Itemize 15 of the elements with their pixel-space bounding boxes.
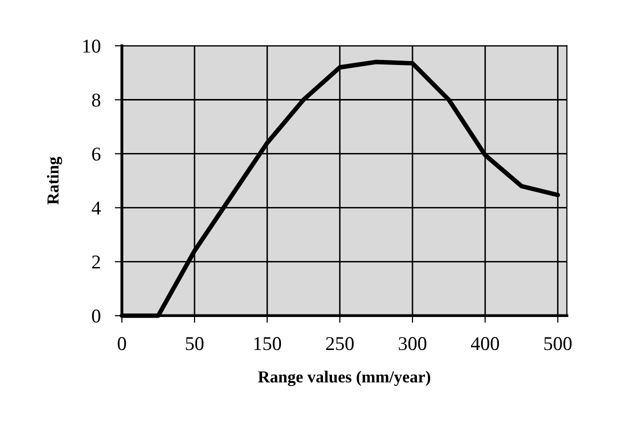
y-axis-title: Rating (46, 156, 62, 205)
x-tick-label: 250 (326, 337, 354, 350)
x-tick-label: 50 (186, 337, 204, 350)
x-tick-label: 500 (544, 337, 572, 350)
x-axis-title: Range values (mm/year) (258, 370, 430, 386)
x-tick-label: 0 (118, 337, 126, 350)
y-tick-label: 6 (92, 148, 100, 161)
y-tick-label: 4 (92, 202, 101, 214)
x-tick-label: 400 (470, 337, 499, 350)
y-tick-label: 8 (92, 94, 100, 107)
y-tick-label: 2 (92, 256, 100, 268)
y-tick-label: 0 (92, 309, 100, 323)
y-tick-label: 10 (83, 40, 100, 53)
x-tick-label: 150 (254, 337, 282, 350)
x-tick-label: 300 (398, 337, 426, 350)
